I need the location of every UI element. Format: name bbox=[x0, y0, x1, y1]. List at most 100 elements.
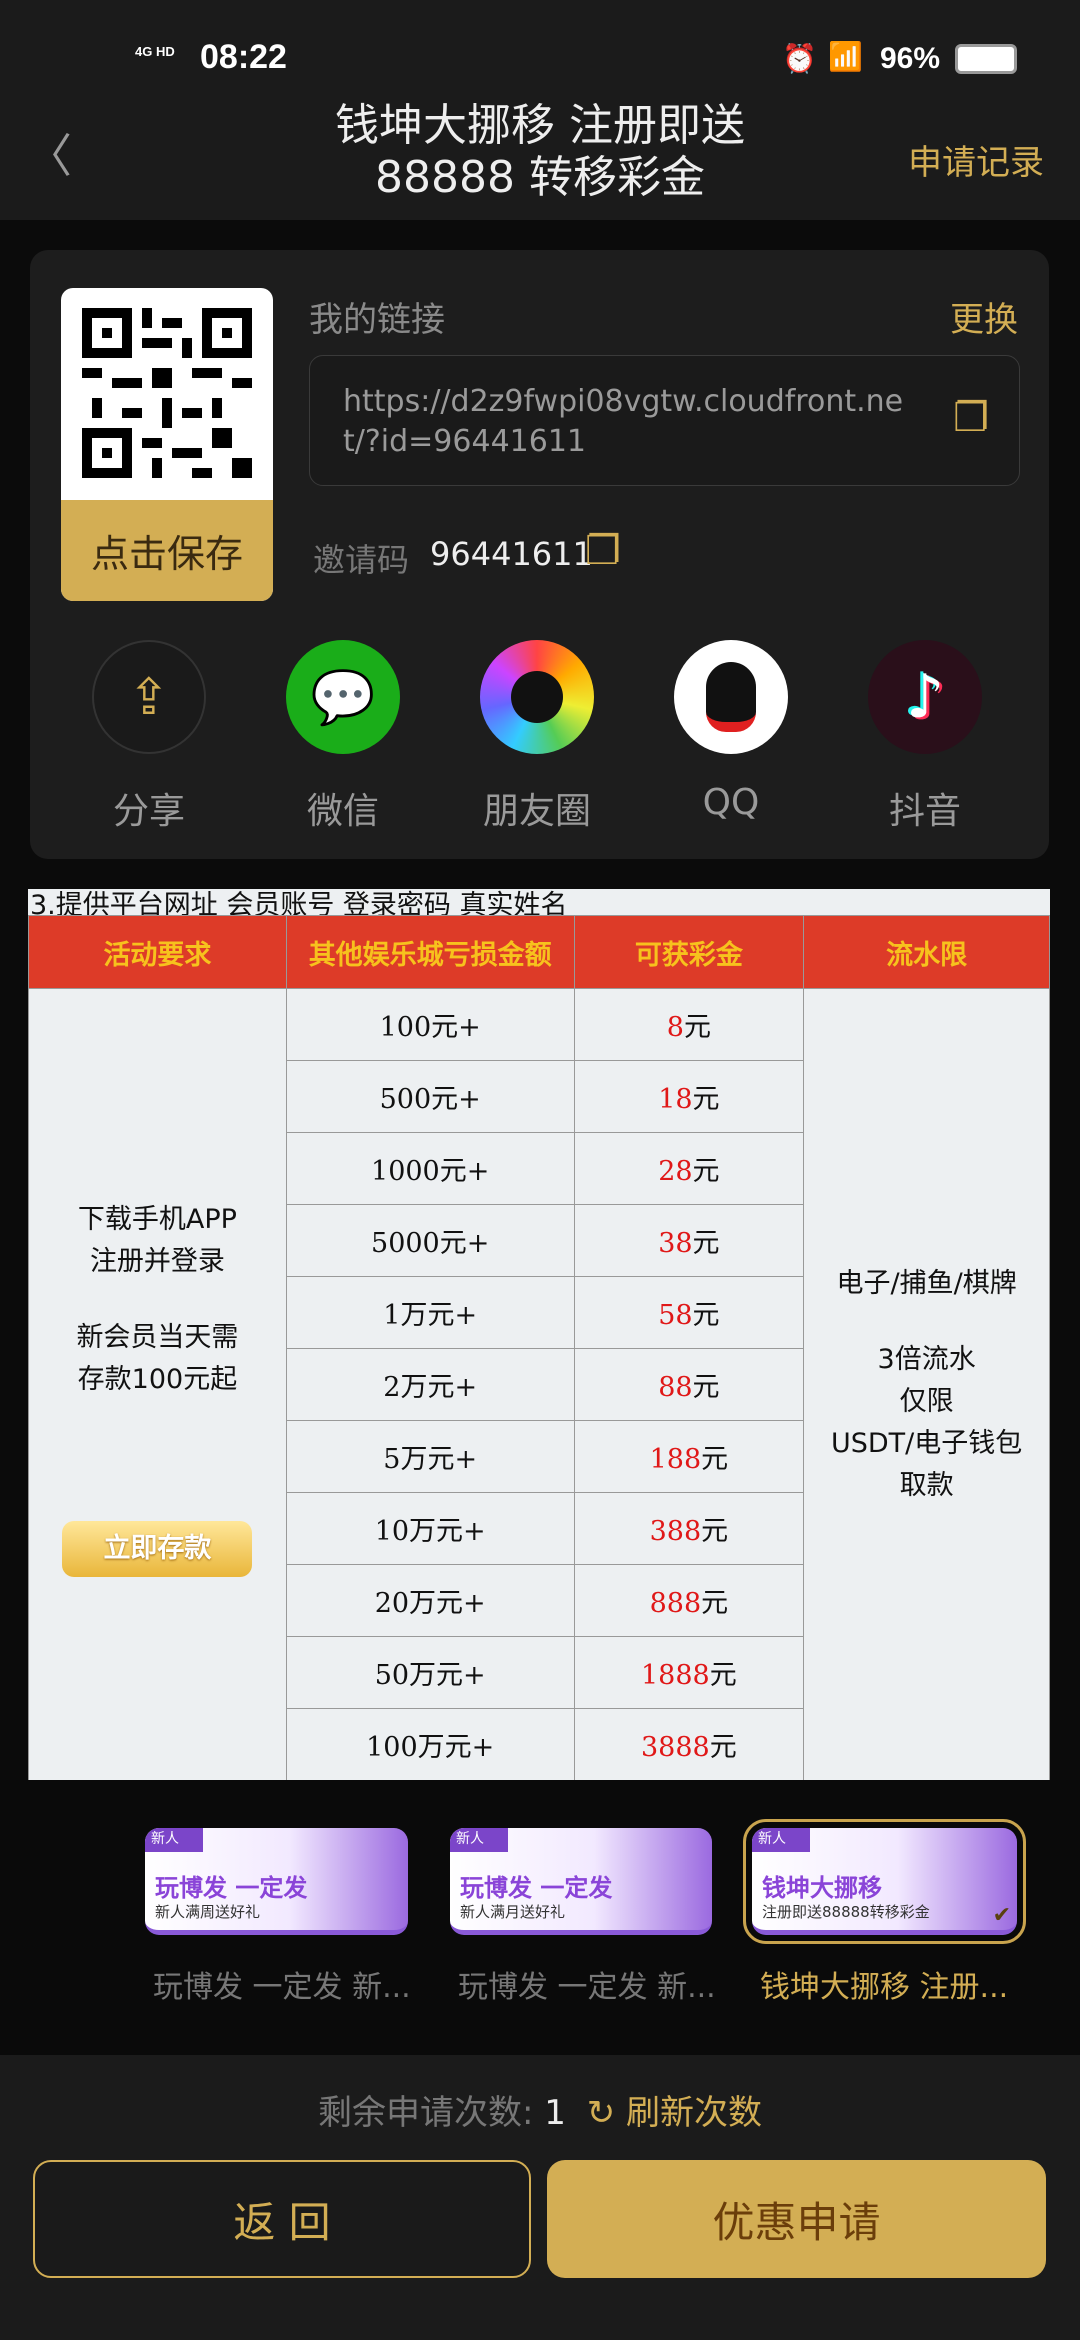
bonus-unit: 元 bbox=[701, 1516, 729, 1547]
new-user-tag: 新人 bbox=[145, 1828, 203, 1852]
bonus-amount: 18 bbox=[658, 1084, 693, 1115]
apply-records-link[interactable]: 申请记录 bbox=[908, 143, 1044, 183]
copy-code-icon[interactable]: ❐ bbox=[585, 528, 621, 574]
bonus-cell: 1888元 bbox=[573, 1636, 805, 1709]
share-button[interactable]: ⇪ 分享 bbox=[69, 640, 229, 834]
promo-banner-subtitle: 新人满月送好礼 bbox=[460, 1903, 566, 1921]
apply-button[interactable]: 优惠申请 bbox=[547, 2160, 1046, 2278]
invite-code-label: 邀请码 bbox=[313, 541, 410, 579]
qq-share-button[interactable]: QQ bbox=[651, 640, 811, 823]
bonus-cell: 8元 bbox=[573, 988, 805, 1061]
back-chevron-icon[interactable]: 〈 bbox=[26, 129, 72, 183]
req-line: 存款100元起 bbox=[77, 1364, 238, 1395]
status-bar: 4G HD 08:22 ⏰ 📶 96% bbox=[0, 0, 1080, 90]
bonus-cell: 188元 bbox=[573, 1420, 805, 1493]
moments-label: 朋友圈 bbox=[482, 791, 591, 832]
douyin-icon: ♪ bbox=[868, 640, 982, 754]
wechat-share-button[interactable]: 💬 微信 bbox=[263, 640, 423, 834]
bonus-amount: 3888 bbox=[641, 1732, 710, 1763]
network-indicator: 4G HD bbox=[135, 44, 175, 59]
loss-amount-cell: 1万元+ bbox=[285, 1276, 575, 1349]
invite-card: 点击保存 我的链接 更换 https://d2z9fwpi08vgtw.clou… bbox=[30, 250, 1049, 859]
clock: 08:22 bbox=[200, 38, 287, 76]
invite-code-value: 96441611 bbox=[430, 535, 593, 573]
remaining-count: 1 bbox=[544, 2093, 566, 2133]
bonus-cell: 888元 bbox=[573, 1564, 805, 1637]
promo-banner-subtitle: 注册即送88888转移彩金 bbox=[762, 1903, 930, 1921]
loss-amount-cell: 20万元+ bbox=[285, 1564, 575, 1637]
promo-banner[interactable]: 新人 玩博发 一定发 新人满月送好礼 bbox=[450, 1828, 712, 1935]
promo-banner-title: 玩博发 一定发 bbox=[155, 1874, 308, 1902]
moments-icon bbox=[480, 640, 594, 754]
column-header: 可获彩金 bbox=[573, 915, 805, 989]
bonus-unit: 元 bbox=[692, 1300, 720, 1331]
table-row: 5万元+ 188元 bbox=[29, 1420, 1050, 1493]
table-row: 2万元+ 88元 bbox=[29, 1348, 1050, 1421]
bonus-cell: 28元 bbox=[573, 1132, 805, 1205]
back-button[interactable]: 返 回 bbox=[33, 2160, 531, 2278]
title-line-2: 88888 转移彩金 bbox=[375, 152, 705, 203]
loss-amount-cell: 5000元+ bbox=[285, 1204, 575, 1277]
copy-link-icon[interactable]: ❐ bbox=[953, 395, 989, 441]
share-icon: ⇪ bbox=[92, 640, 206, 754]
promo-label[interactable]: 钱坤大挪移 注册... bbox=[760, 1970, 1009, 2005]
bonus-cell: 38元 bbox=[573, 1204, 805, 1277]
loss-amount-cell: 1000元+ bbox=[285, 1132, 575, 1205]
requirement-cell: 下载手机APP 注册并登录 新会员当天需 存款100元起 立即存款 bbox=[28, 988, 287, 1780]
loss-amount-cell: 50万元+ bbox=[285, 1636, 575, 1709]
new-user-tag: 新人 bbox=[450, 1828, 508, 1852]
wifi-icon: 📶 bbox=[828, 41, 863, 72]
battery-icon bbox=[955, 44, 1017, 74]
bonus-unit: 元 bbox=[692, 1156, 720, 1187]
limit-line: USDT/电子钱包 bbox=[830, 1427, 1023, 1459]
bonus-cell: 18元 bbox=[573, 1060, 805, 1133]
link-text: https://d2z9fwpi08vgtw.cloudfront.net/?i… bbox=[343, 384, 904, 459]
bonus-unit: 元 bbox=[692, 1084, 720, 1115]
promo-banner[interactable]: 新人 玩博发 一定发 新人满周送好礼 bbox=[145, 1828, 408, 1935]
refresh-icon[interactable]: ↻ bbox=[586, 2093, 616, 2133]
promo-banner-subtitle: 新人满周送好礼 bbox=[155, 1903, 261, 1921]
bonus-cell: 58元 bbox=[573, 1276, 805, 1349]
table-row: 5000元+ 38元 bbox=[29, 1204, 1050, 1277]
loss-amount-cell: 500元+ bbox=[285, 1060, 575, 1133]
bonus-unit: 元 bbox=[692, 1228, 720, 1259]
bonus-amount: 8 bbox=[666, 1012, 684, 1043]
page-title: 钱坤大挪移 注册即送 88888 转移彩金 bbox=[240, 100, 840, 204]
save-qr-button[interactable]: 点击保存 bbox=[61, 500, 273, 601]
column-header: 流水限 bbox=[803, 915, 1050, 989]
douyin-share-button[interactable]: ♪ 抖音 bbox=[845, 640, 1005, 834]
link-field[interactable]: https://d2z9fwpi08vgtw.cloudfront.net/?i… bbox=[309, 355, 1020, 486]
promo-label[interactable]: 玩博发 一定发 新... bbox=[458, 1970, 716, 2005]
promo-label[interactable]: 玩博发 一定发 新... bbox=[153, 1970, 411, 2005]
bonus-amount: 58 bbox=[658, 1300, 693, 1331]
table-row: 10万元+ 388元 bbox=[29, 1492, 1050, 1565]
bonus-cell: 388元 bbox=[573, 1492, 805, 1565]
bonus-amount: 38 bbox=[658, 1228, 693, 1259]
battery-level: 96% bbox=[880, 42, 941, 75]
moments-share-button[interactable]: 朋友圈 bbox=[457, 640, 617, 834]
bonus-amount: 888 bbox=[649, 1588, 702, 1619]
share-label: 分享 bbox=[112, 791, 185, 832]
column-header: 其他娱乐城亏损金额 bbox=[285, 915, 575, 989]
loss-amount-cell: 10万元+ bbox=[285, 1492, 575, 1565]
refresh-count-button[interactable]: 刷新次数 bbox=[626, 2093, 763, 2133]
limit-line: 取款 bbox=[899, 1469, 954, 1501]
deposit-now-button[interactable]: 立即存款 bbox=[62, 1521, 253, 1577]
qq-icon bbox=[674, 640, 788, 754]
promo-banner[interactable]: 新人 钱坤大挪移 注册即送88888转移彩金 ✔ bbox=[743, 1819, 1026, 1944]
bonus-unit: 元 bbox=[701, 1444, 729, 1475]
req-line: 下载手机APP bbox=[77, 1204, 237, 1235]
new-user-tag: 新人 bbox=[752, 1828, 810, 1852]
qq-label: QQ bbox=[702, 782, 760, 823]
table-row: 1万元+ 58元 bbox=[29, 1276, 1050, 1349]
bonus-unit: 元 bbox=[701, 1588, 729, 1619]
loss-amount-cell: 100元+ bbox=[285, 988, 575, 1061]
change-link-button[interactable]: 更换 bbox=[950, 300, 1018, 340]
bonus-amount: 188 bbox=[649, 1444, 702, 1475]
table-row: 500元+ 18元 bbox=[29, 1060, 1050, 1133]
bonus-amount: 28 bbox=[658, 1156, 693, 1187]
promotion-table: 3.提供平台网址 会员账号 登录密码 真实姓名 活动要求 其他娱乐城亏损金额 可… bbox=[28, 889, 1050, 1780]
turnover-limit-cell: 电子/捕鱼/棋牌 3倍流水 仅限 USDT/电子钱包 取款 bbox=[803, 988, 1050, 1780]
reward-table: 活动要求 其他娱乐城亏损金额 可获彩金 流水限 下载手机APP 注册并登录 新会员… bbox=[28, 915, 1050, 1780]
qr-code-box: 点击保存 bbox=[61, 288, 273, 601]
